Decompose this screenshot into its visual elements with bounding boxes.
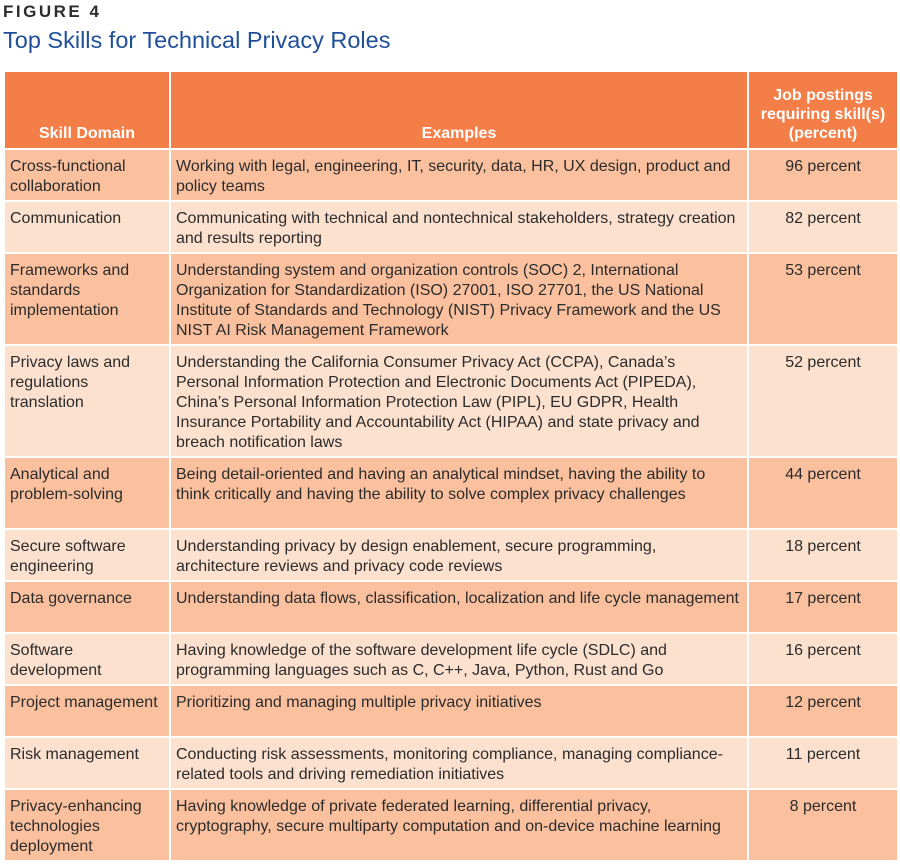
cell-examples: Understanding the California Consumer Pr… bbox=[169, 344, 749, 458]
cell-domain: Frameworks and standards implementation bbox=[3, 252, 171, 346]
cell-domain: Privacy laws and regulations translation bbox=[3, 344, 171, 458]
table-row: Project management Prioritizing and mana… bbox=[3, 684, 899, 738]
table-row: Privacy laws and regulations translation… bbox=[3, 344, 899, 458]
cell-domain: Project management bbox=[3, 684, 171, 738]
cell-examples: Prioritizing and managing multiple priva… bbox=[169, 684, 749, 738]
cell-percent: 8 percent bbox=[747, 788, 899, 862]
cell-domain: Risk management bbox=[3, 736, 171, 790]
cell-domain: Secure software engineering bbox=[3, 528, 171, 582]
table-row: Data governance Understanding data flows… bbox=[3, 580, 899, 634]
cell-percent: 11 percent bbox=[747, 736, 899, 790]
cell-domain: Software development bbox=[3, 632, 171, 686]
header-examples: Examples bbox=[169, 70, 749, 150]
cell-domain: Cross-functional collaboration bbox=[3, 148, 171, 202]
table-row: Secure software engineering Understandin… bbox=[3, 528, 899, 582]
figure-title: Top Skills for Technical Privacy Roles bbox=[3, 27, 391, 53]
figure-label: FIGURE 4 bbox=[3, 2, 102, 21]
cell-percent: 12 percent bbox=[747, 684, 899, 738]
cell-percent: 82 percent bbox=[747, 200, 899, 254]
table-row: Privacy-enhancing technologies deploymen… bbox=[3, 788, 899, 862]
cell-percent: 17 percent bbox=[747, 580, 899, 634]
table-row: Analytical and problem-solving Being det… bbox=[3, 456, 899, 530]
cell-examples: Conducting risk assessments, monitoring … bbox=[169, 736, 749, 790]
cell-domain: Privacy-enhancing technologies deploymen… bbox=[3, 788, 171, 862]
table-row: Cross-functional collaboration Working w… bbox=[3, 148, 899, 202]
table-row: Frameworks and standards implementation … bbox=[3, 252, 899, 346]
cell-examples: Working with legal, engineering, IT, sec… bbox=[169, 148, 749, 202]
cell-domain: Analytical and problem-solving bbox=[3, 456, 171, 530]
cell-examples: Understanding data flows, classification… bbox=[169, 580, 749, 634]
cell-examples: Understanding system and organization co… bbox=[169, 252, 749, 346]
table-header-row: Skill Domain Examples Job postings requi… bbox=[3, 70, 899, 150]
cell-examples: Understanding privacy by design enableme… bbox=[169, 528, 749, 582]
cell-percent: 16 percent bbox=[747, 632, 899, 686]
cell-examples: Being detail-oriented and having an anal… bbox=[169, 456, 749, 530]
cell-examples: Communicating with technical and nontech… bbox=[169, 200, 749, 254]
cell-domain: Communication bbox=[3, 200, 171, 254]
cell-percent: 44 percent bbox=[747, 456, 899, 530]
cell-examples: Having knowledge of private federated le… bbox=[169, 788, 749, 862]
cell-percent: 96 percent bbox=[747, 148, 899, 202]
cell-percent: 53 percent bbox=[747, 252, 899, 346]
table-row: Communication Communicating with technic… bbox=[3, 200, 899, 254]
cell-examples: Having knowledge of the software develop… bbox=[169, 632, 749, 686]
skills-table: Skill Domain Examples Job postings requi… bbox=[3, 70, 899, 862]
table-row: Risk management Conducting risk assessme… bbox=[3, 736, 899, 790]
cell-domain: Data governance bbox=[3, 580, 171, 634]
header-skill-domain: Skill Domain bbox=[3, 70, 171, 150]
cell-percent: 18 percent bbox=[747, 528, 899, 582]
table-row: Software development Having knowledge of… bbox=[3, 632, 899, 686]
header-job-postings-percent: Job postings requiring skill(s) (percent… bbox=[747, 70, 899, 150]
cell-percent: 52 percent bbox=[747, 344, 899, 458]
